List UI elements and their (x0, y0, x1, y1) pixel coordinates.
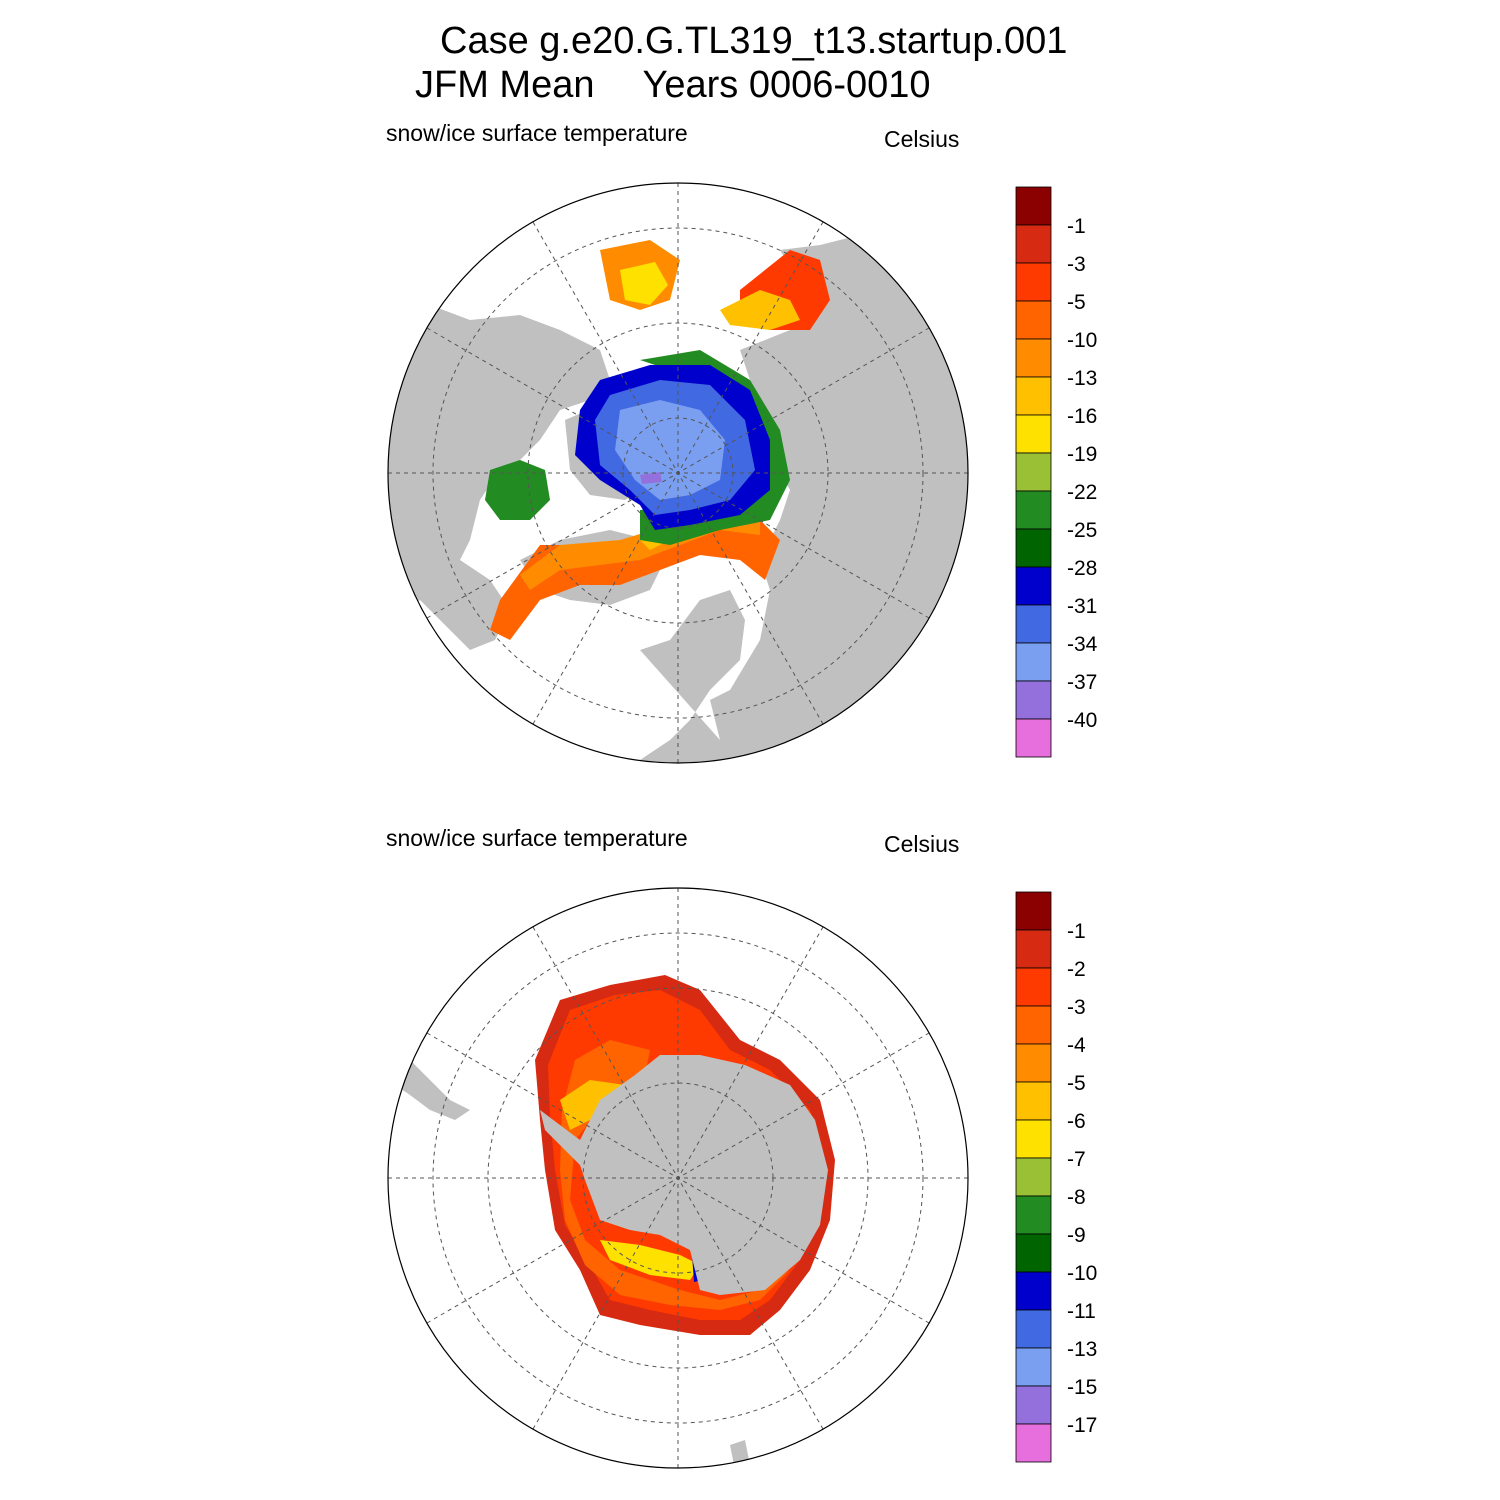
north-colorbar-swatch (1015, 414, 1052, 454)
south-colorbar: -1 -2 -3 -4 -5 -6 -7 -8 -9 -10 -11 -13 -15 -17 (1015, 891, 1097, 1463)
north-colorbar-tick-label: -16 (1067, 405, 1097, 428)
south-colorbar-tick-label: -3 (1067, 996, 1086, 1019)
south-colorbar-swatch (1015, 1423, 1052, 1463)
south-colorbar-tick-label: -9 (1067, 1224, 1086, 1247)
north-colorbar-swatch (1015, 224, 1052, 264)
south-colorbar-tick-label: -5 (1067, 1072, 1086, 1095)
north-colorbar-swatch (1015, 338, 1052, 378)
south-colorbar-tick-label: -11 (1067, 1300, 1096, 1323)
north-colorbar-tick-label: -5 (1067, 291, 1086, 314)
north-units-label: Celsius (884, 126, 960, 152)
north-colorbar-swatch (1015, 566, 1052, 606)
north-colorbar-tick-label: -40 (1067, 709, 1097, 732)
south-units-label: Celsius (884, 831, 960, 857)
north-ice-purple-patch (640, 472, 662, 484)
figure-title-period: JFM Mean Years 0006-0010 (415, 64, 931, 107)
north-polar-map (387, 182, 969, 764)
south-colorbar-swatch (1015, 891, 1052, 931)
north-colorbar-tick-label: -1 (1067, 215, 1086, 238)
north-colorbar-swatch (1015, 604, 1052, 644)
south-colorbar-swatch (1015, 1347, 1052, 1387)
north-ice-bering-yellow (720, 290, 800, 330)
north-colorbar-swatch (1015, 642, 1052, 682)
south-colorbar-swatch (1015, 1233, 1052, 1273)
north-colorbar-swatch (1015, 262, 1052, 302)
north-colorbar-swatch (1015, 452, 1052, 492)
years-label: Years 0006-0010 (642, 64, 931, 106)
north-colorbar-tick-label: -25 (1067, 519, 1097, 542)
south-graticule (388, 888, 968, 1468)
south-colorbar-tick-label: -15 (1067, 1376, 1097, 1399)
south-colorbar-swatch (1015, 967, 1052, 1007)
south-ice-ross-yellow (600, 1240, 700, 1280)
south-variable-label: snow/ice surface temperature (386, 825, 688, 851)
north-colorbar-swatch (1015, 376, 1052, 416)
north-colorbar-swatch (1015, 490, 1052, 530)
north-colorbar-swatch (1015, 186, 1052, 226)
south-colorbar-swatch (1015, 1157, 1052, 1197)
south-colorbar-swatch (1015, 1309, 1052, 1349)
north-colorbar-tick-label: -13 (1067, 367, 1097, 390)
north-ice-hudson (485, 460, 550, 520)
north-colorbar-tick-label: -22 (1067, 481, 1097, 504)
figure-title-case: Case g.e20.G.TL319_t13.startup.001 (440, 20, 1068, 62)
south-colorbar-swatch (1015, 1271, 1052, 1311)
south-colorbar-tick-label: -8 (1067, 1186, 1086, 1209)
south-colorbar-tick-label: -10 (1067, 1262, 1097, 1285)
south-colorbar-swatch (1015, 1385, 1052, 1425)
north-ice-okhotsk-yellow (620, 262, 668, 305)
south-colorbar-swatch (1015, 1195, 1052, 1235)
north-colorbar-swatch (1015, 528, 1052, 568)
south-colorbar-swatch (1015, 929, 1052, 969)
north-colorbar-swatch (1015, 718, 1052, 758)
south-map-border (387, 887, 969, 1469)
south-colorbar-tick-label: -1 (1067, 920, 1086, 943)
north-colorbar-swatch (1015, 300, 1052, 340)
north-colorbar-tick-label: -37 (1067, 671, 1097, 694)
south-colorbar-tick-label: -6 (1067, 1110, 1086, 1133)
north-land-europe (630, 590, 780, 763)
north-colorbar-tick-label: -31 (1067, 595, 1097, 618)
season-label: JFM Mean (415, 64, 595, 106)
south-colorbar-tick-label: -17 (1067, 1414, 1097, 1437)
north-variable-label: snow/ice surface temperature (386, 120, 688, 146)
south-ice-orange (560, 1040, 790, 1310)
north-colorbar-tick-label: -3 (1067, 253, 1086, 276)
south-colorbar-swatch (1015, 1005, 1052, 1045)
south-colorbar-swatch (1015, 1081, 1052, 1121)
south-colorbar-tick-label: -13 (1067, 1338, 1097, 1361)
north-graticule (388, 183, 968, 763)
north-colorbar-tick-label: -28 (1067, 557, 1097, 580)
north-colorbar-tick-label: -19 (1067, 443, 1097, 466)
south-colorbar-swatch (1015, 1119, 1052, 1159)
north-colorbar-tick-label: -10 (1067, 329, 1097, 352)
north-colorbar-swatch (1015, 680, 1052, 720)
north-colorbar: -1 -3 -5 -10 -13 -16 -19 -22 -25 -28 -31 -34 -37 -40 (1015, 186, 1098, 758)
south-polar-map (387, 887, 969, 1469)
north-map-border (387, 182, 969, 764)
south-colorbar-tick-label: -7 (1067, 1148, 1086, 1171)
north-colorbar-tick-label: -34 (1067, 633, 1098, 656)
south-land-antarctica (575, 1055, 828, 1295)
south-colorbar-swatch (1015, 1043, 1052, 1083)
south-land-peninsula (540, 1110, 595, 1170)
south-colorbar-tick-label: -2 (1067, 958, 1086, 981)
south-colorbar-tick-label: -4 (1067, 1034, 1086, 1057)
